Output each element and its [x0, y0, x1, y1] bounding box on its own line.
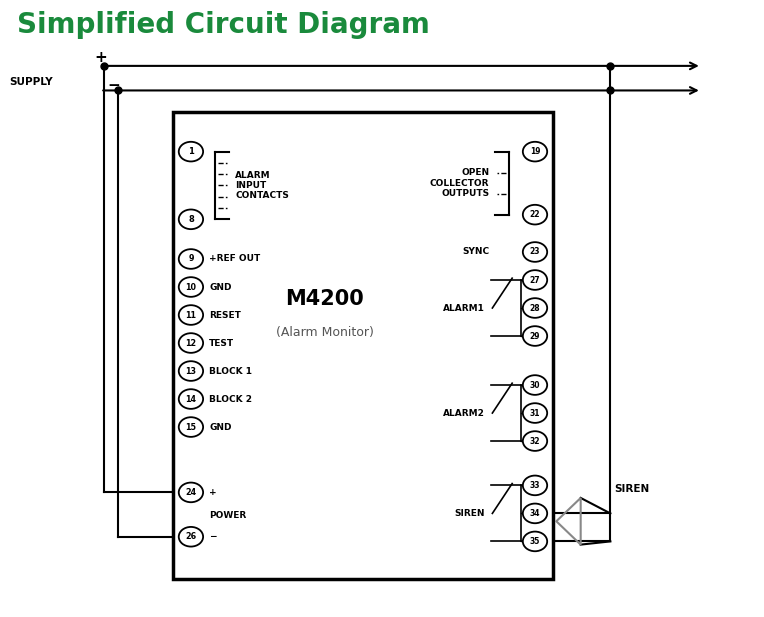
Text: 27: 27 — [529, 276, 540, 284]
Text: +: + — [209, 488, 217, 497]
Text: ALARM1: ALARM1 — [443, 304, 485, 312]
Text: OPEN
COLLECTOR
OUTPUTS: OPEN COLLECTOR OUTPUTS — [430, 168, 489, 198]
Text: 30: 30 — [529, 381, 540, 389]
Circle shape — [179, 333, 203, 353]
Text: 12: 12 — [186, 339, 196, 347]
Text: 22: 22 — [529, 210, 540, 219]
Text: Simplified Circuit Diagram: Simplified Circuit Diagram — [17, 10, 429, 39]
Text: RESET: RESET — [209, 310, 241, 320]
Text: BLOCK 2: BLOCK 2 — [209, 394, 252, 404]
Text: 29: 29 — [529, 331, 540, 341]
Text: 33: 33 — [529, 481, 540, 490]
Circle shape — [523, 431, 547, 451]
Text: SIREN: SIREN — [614, 484, 649, 494]
Text: GND: GND — [209, 283, 231, 291]
Text: BLOCK 1: BLOCK 1 — [209, 366, 252, 376]
Text: POWER: POWER — [209, 511, 247, 520]
Text: 14: 14 — [186, 394, 196, 404]
Circle shape — [179, 249, 203, 269]
FancyBboxPatch shape — [173, 112, 553, 579]
Circle shape — [179, 527, 203, 547]
Text: −: − — [108, 78, 121, 93]
Text: (Alarm Monitor): (Alarm Monitor) — [276, 326, 374, 339]
Text: 28: 28 — [529, 304, 540, 312]
Text: 35: 35 — [529, 537, 540, 546]
Text: 19: 19 — [529, 147, 540, 156]
Circle shape — [523, 270, 547, 290]
Circle shape — [179, 389, 203, 409]
Circle shape — [523, 404, 547, 423]
Circle shape — [179, 417, 203, 437]
Text: 23: 23 — [529, 247, 540, 257]
Circle shape — [523, 326, 547, 346]
Circle shape — [179, 277, 203, 297]
Text: 13: 13 — [186, 366, 196, 376]
Circle shape — [523, 298, 547, 318]
Text: 9: 9 — [188, 254, 194, 263]
Text: TEST: TEST — [209, 339, 235, 347]
Circle shape — [523, 532, 547, 551]
Text: SUPPLY: SUPPLY — [9, 77, 53, 88]
Text: 31: 31 — [529, 408, 540, 418]
Circle shape — [179, 482, 203, 502]
Text: 34: 34 — [529, 509, 540, 518]
Circle shape — [523, 503, 547, 523]
Circle shape — [523, 375, 547, 395]
Circle shape — [179, 305, 203, 325]
Text: ALARM2: ALARM2 — [443, 408, 485, 418]
Circle shape — [523, 205, 547, 225]
Text: +: + — [94, 51, 107, 65]
Circle shape — [523, 142, 547, 162]
Text: 26: 26 — [186, 532, 196, 541]
Text: GND: GND — [209, 423, 231, 431]
Circle shape — [179, 210, 203, 229]
Text: 15: 15 — [186, 423, 196, 431]
Circle shape — [179, 361, 203, 381]
Text: 11: 11 — [186, 310, 196, 320]
Circle shape — [523, 476, 547, 495]
Text: 24: 24 — [186, 488, 196, 497]
Text: ALARM
INPUT
CONTACTS: ALARM INPUT CONTACTS — [235, 170, 289, 201]
Text: 32: 32 — [529, 437, 540, 445]
Text: 10: 10 — [186, 283, 196, 291]
Text: −: − — [209, 532, 217, 541]
Text: SYNC: SYNC — [462, 247, 489, 257]
Text: 8: 8 — [188, 215, 194, 224]
Circle shape — [523, 242, 547, 262]
Text: SIREN: SIREN — [455, 509, 485, 518]
Circle shape — [179, 142, 203, 162]
Text: 1: 1 — [188, 147, 194, 156]
Text: M4200: M4200 — [286, 289, 364, 309]
Text: +REF OUT: +REF OUT — [209, 254, 261, 263]
